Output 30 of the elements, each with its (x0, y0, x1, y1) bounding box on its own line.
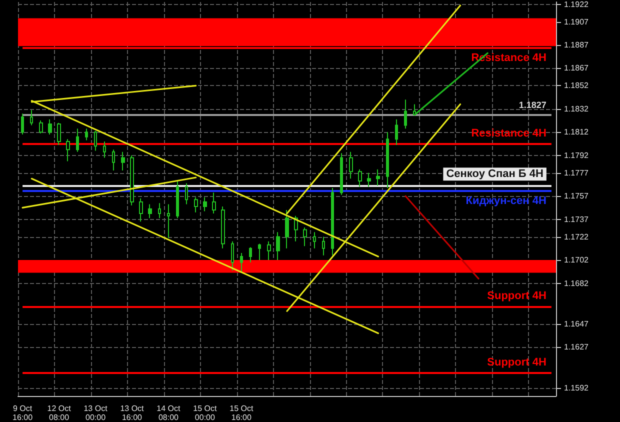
ref-line-label: 1.1827 (518, 100, 546, 110)
y-tick-label: 1.1737 (564, 214, 590, 224)
y-tick-label: 1.1867 (564, 64, 590, 73)
x-tick-label: 15 Oct 00:00 (193, 404, 218, 422)
y-tick-label: 1.1592 (564, 383, 590, 392)
ref-line-label: Support 4H (487, 290, 546, 302)
x-tick-label: 12 Oct 08:00 (47, 404, 72, 422)
y-tick-label: 1.1832 (564, 104, 590, 114)
x-tick-label: 9 Oct 16:00 (12, 404, 34, 422)
ref-line-label: Resistance 4H (471, 127, 546, 140)
y-tick-label: 1.1682 (564, 278, 590, 288)
y-tick-label: 1.1702 (564, 256, 590, 265)
y-tick-label: 1.1852 (564, 81, 590, 90)
x-tick-label: 15 Oct 16:00 (230, 404, 254, 422)
ref-line-label: Киджун-сен 4H (466, 194, 546, 207)
ref-line-label: Support 4H (487, 356, 546, 368)
y-tick-label: 1.1757 (564, 192, 590, 201)
x-tick-label: 13 Oct 00:00 (84, 404, 108, 422)
ref-line-label: Сенкоу Спан Б 4H (446, 168, 544, 180)
y-tick-label: 1.1722 (564, 232, 590, 242)
y-tick-label: 1.1627 (564, 342, 590, 352)
y-tick-label: 1.1922 (564, 0, 590, 9)
y-tick-label: 1.1647 (564, 319, 590, 328)
y-tick-label: 1.1792 (564, 150, 590, 160)
x-tick-label: 13 Oct 16:00 (120, 404, 145, 422)
x-tick-label: 14 Oct 08:00 (156, 404, 182, 422)
y-tick-label: 1.1887 (564, 40, 590, 50)
y-tick-label: 1.1777 (564, 168, 590, 178)
y-tick-label: 1.1812 (564, 128, 590, 137)
y-tick-label: 1.1907 (564, 17, 590, 26)
